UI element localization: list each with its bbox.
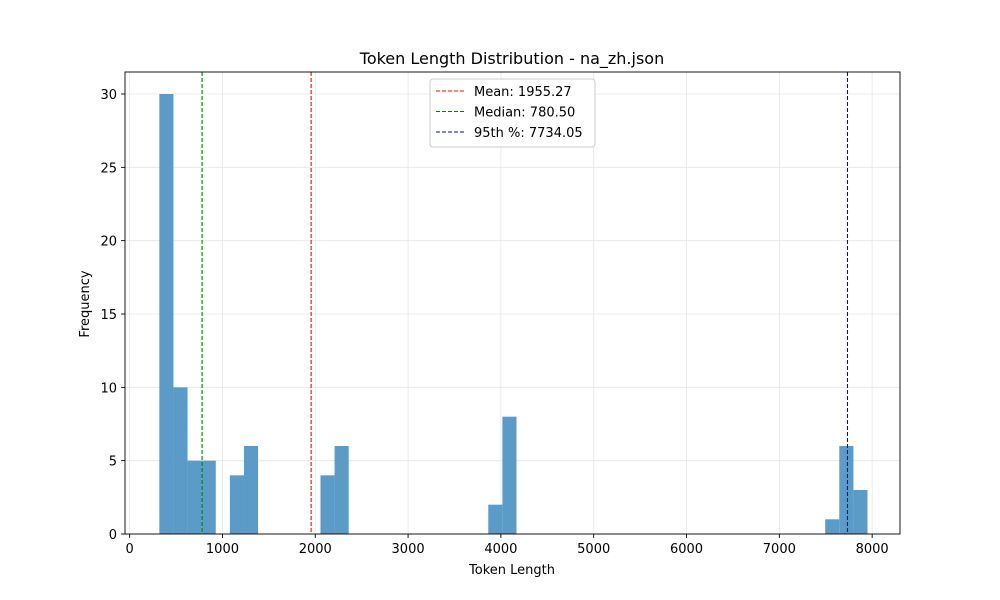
y-tick-label-6: 30 [100, 88, 117, 103]
x-tick-label-3: 3000 [392, 542, 425, 557]
histogram-bar-9 [502, 416, 517, 534]
x-tick-label-1: 1000 [206, 542, 239, 557]
chart-title: Token Length Distribution - na_zh.json [359, 49, 664, 69]
histogram-bar-7 [334, 446, 349, 534]
x-tick-label-5: 5000 [577, 542, 610, 557]
x-tick-label-0: 0 [126, 542, 134, 557]
legend-entry-2: 95th %: 7734.05 [474, 126, 583, 141]
y-tick-label-2: 10 [100, 381, 117, 396]
histogram-bar-11 [839, 446, 854, 534]
x-axis-label: Token Length [468, 563, 555, 578]
y-axis-label: Frequency [78, 270, 93, 337]
axes-frame [124, 71, 901, 535]
x-tick-label-2: 2000 [299, 542, 332, 557]
legend-entry-1: Median: 780.50 [474, 106, 575, 121]
histogram-bar-10 [825, 519, 840, 534]
x-tick-label-8: 8000 [856, 542, 889, 557]
histogram-bar-3 [201, 460, 216, 534]
y-tick-label-0: 0 [109, 528, 117, 543]
x-tick-label-6: 6000 [670, 542, 703, 557]
legend-box [429, 78, 596, 148]
histogram-bar-8 [488, 504, 503, 534]
y-tick-label-5: 25 [100, 161, 117, 176]
histogram-bar-5 [243, 446, 259, 534]
y-tick-label-1: 5 [109, 455, 117, 470]
histogram-bar-2 [187, 460, 202, 534]
legend: Mean: 1955.27 Median: 780.50 95th %: 7734.… [429, 78, 596, 148]
histogram-bar-0 [159, 94, 174, 534]
y-tick-label-4: 20 [100, 235, 117, 250]
histogram-bar-4 [229, 475, 244, 534]
histogram-bar-12 [853, 490, 868, 534]
y-tick-label-3: 15 [100, 308, 117, 323]
x-tick-label-7: 7000 [763, 542, 796, 557]
histogram-bar-6 [320, 475, 335, 534]
legend-entry-0: Mean: 1955.27 [474, 85, 572, 100]
x-tick-label-4: 4000 [484, 542, 517, 557]
plot-area: 0 1000 2000 3000 4000 5000 6000 7000 8000 0 5 10 15 2… [100, 71, 901, 557]
histogram-bar-1 [173, 387, 188, 534]
